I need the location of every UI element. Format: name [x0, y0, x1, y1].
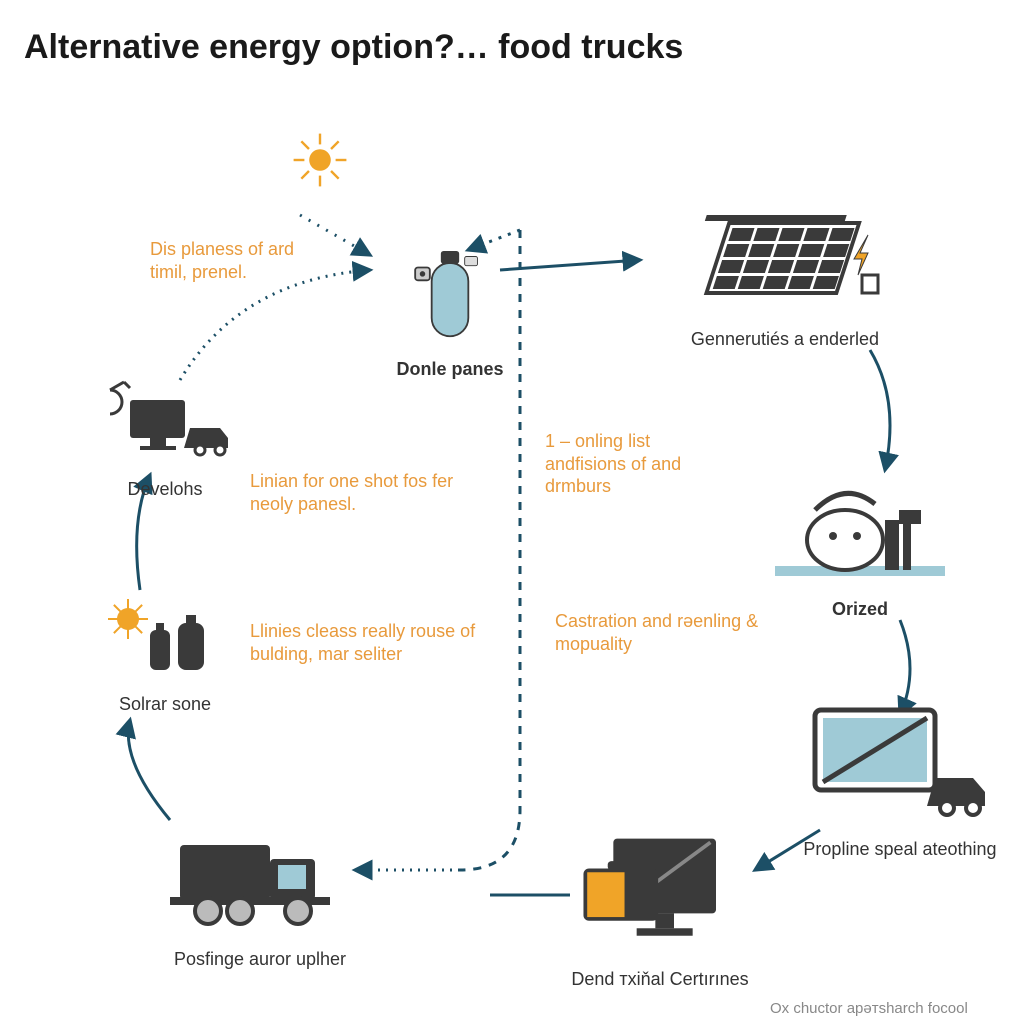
node-solar-panel: Gennerutiés a enderled [680, 200, 890, 350]
node-solar-small: Solrar sone [90, 595, 240, 715]
solar-panel-icon [680, 200, 890, 325]
caption: Dis planess of ard timil, prenel. [150, 238, 320, 283]
node-label: Orized [770, 599, 950, 620]
node-label: Propline speal ateothing [800, 839, 1000, 860]
node-sun [270, 130, 370, 195]
footer-credit: Ox chuctor apәтsharch focool [770, 1000, 968, 1017]
node-label: Dend тxiňal Certırınes [560, 969, 760, 990]
node-tank: Donle panes [390, 240, 510, 380]
water-pump-icon [770, 470, 950, 595]
caption: 1 – onling list andfisions of and drmbur… [545, 430, 735, 498]
gas-tank-icon [390, 240, 510, 355]
infographic-canvas: Alternative energy option?… food trucks … [0, 0, 1024, 1024]
node-devices: Develohs [90, 370, 240, 500]
pc-briefcase-icon [560, 820, 760, 965]
node-label: Solrar sone [90, 694, 240, 715]
node-label: Gennerutiés a enderled [680, 329, 890, 350]
node-pc: Dend тxiňal Certırınes [560, 820, 760, 990]
caption: Linian for one shot fos fer neoly panesl… [250, 470, 470, 515]
sun-icon [270, 130, 370, 195]
node-pump: Orized [770, 470, 950, 620]
node-label: Donle panes [390, 359, 510, 380]
caption: Castration and rəenling & mopuality [555, 610, 785, 655]
node-screen-car: Propline speal ateothing [800, 700, 1000, 860]
screen-car-icon [800, 700, 1000, 835]
sun-bottles-icon [90, 595, 240, 690]
monitor-car-icon [90, 370, 240, 475]
node-truck: Posfinge auror uplher [170, 820, 350, 970]
truck-icon [170, 820, 350, 945]
page-title: Alternative energy option?… food trucks [24, 28, 683, 67]
caption: Llinies cleass really rouse of bulding, … [250, 620, 480, 665]
node-label: Develohs [90, 479, 240, 500]
node-label: Posfinge auror uplher [170, 949, 350, 970]
